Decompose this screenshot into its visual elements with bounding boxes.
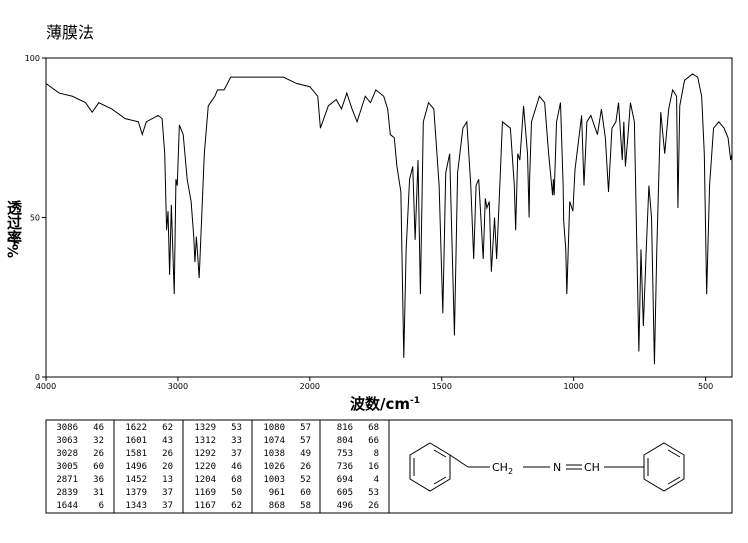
chart-title: 薄膜法 xyxy=(46,23,94,42)
spectrum-line xyxy=(45,73,733,365)
peak-transmittance: 37 xyxy=(162,501,173,511)
peak-wavenumber: 1003 xyxy=(263,475,285,485)
peak-wavenumber: 1329 xyxy=(194,423,216,433)
peak-wavenumber: 1312 xyxy=(194,436,216,446)
x-label-exp: -1 xyxy=(410,396,420,406)
x-label-text: 波数/cm xyxy=(350,395,410,413)
y-label: 透过率 xyxy=(5,200,23,246)
peak-wavenumber: 1601 xyxy=(125,436,147,446)
peak-transmittance: 66 xyxy=(368,436,379,446)
y-tick-label: 50 xyxy=(30,214,40,223)
peak-transmittance: 36 xyxy=(93,475,104,485)
peak-transmittance: 26 xyxy=(368,501,379,511)
peak-wavenumber: 1038 xyxy=(263,449,285,459)
peak-transmittance: 58 xyxy=(300,501,311,511)
peak-transmittance: 16 xyxy=(368,462,379,472)
peak-transmittance: 62 xyxy=(162,423,173,433)
peak-wavenumber: 1644 xyxy=(56,501,78,511)
peak-transmittance: 68 xyxy=(231,475,242,485)
structure xyxy=(409,442,685,492)
peak-transmittance: 60 xyxy=(93,462,104,472)
peak-wavenumber: 804 xyxy=(337,436,353,446)
peak-transmittance: 57 xyxy=(300,436,311,446)
peak-wavenumber: 1622 xyxy=(125,423,147,433)
peak-wavenumber: 736 xyxy=(337,462,353,472)
peak-wavenumber: 2871 xyxy=(56,475,78,485)
peak-wavenumber: 816 xyxy=(337,423,353,433)
peak-wavenumber: 3063 xyxy=(56,436,78,446)
peak-wavenumber: 753 xyxy=(337,449,353,459)
peak-wavenumber: 1452 xyxy=(125,475,147,485)
peak-transmittance: 43 xyxy=(162,436,173,446)
peak-wavenumber: 868 xyxy=(269,501,285,511)
peak-transmittance: 33 xyxy=(231,436,242,446)
peak-wavenumber: 3005 xyxy=(56,462,78,472)
x-tick-label: 1000 xyxy=(564,382,584,391)
x-tick-label: 4000 xyxy=(36,382,56,391)
peak-wavenumber: 1379 xyxy=(125,488,147,498)
peak-transmittance: 62 xyxy=(231,501,242,511)
peak-wavenumber: 1080 xyxy=(263,423,285,433)
peak-wavenumber: 694 xyxy=(337,475,353,485)
y-tick-label: 0 xyxy=(35,373,40,382)
peak-transmittance: 53 xyxy=(231,423,242,433)
peak-wavenumber: 1026 xyxy=(263,462,285,472)
peak-transmittance: 32 xyxy=(93,436,104,446)
peak-wavenumber: 3028 xyxy=(56,449,78,459)
peak-transmittance: 4 xyxy=(374,475,379,485)
peak-wavenumber: 1169 xyxy=(194,488,216,498)
peak-transmittance: 52 xyxy=(300,475,311,485)
peak-transmittance: 37 xyxy=(162,488,173,498)
peak-wavenumber: 496 xyxy=(337,501,353,511)
peak-transmittance: 26 xyxy=(162,449,173,459)
peak-transmittance: 46 xyxy=(231,462,242,472)
y-label-unit: %/ xyxy=(6,238,22,258)
n-label: N xyxy=(553,461,561,474)
peak-transmittance: 60 xyxy=(300,488,311,498)
peak-transmittance: 53 xyxy=(368,488,379,498)
ch-label: CH xyxy=(584,461,600,474)
plot-frame xyxy=(45,57,733,378)
peak-transmittance: 26 xyxy=(300,462,311,472)
ch2-sub: 2 xyxy=(508,467,513,476)
x-label: 波数/cm-1 xyxy=(350,395,420,413)
peak-wavenumber: 1074 xyxy=(263,436,285,446)
x-tick-label: 1500 xyxy=(432,382,452,391)
structure-label: CH2 xyxy=(492,461,513,476)
table-dividers xyxy=(113,420,390,513)
x-tick-label: 500 xyxy=(698,382,713,391)
y-tick-label: 100 xyxy=(25,54,40,63)
ch2: CH xyxy=(492,461,508,474)
x-tick-label: 3000 xyxy=(168,382,188,391)
peak-wavenumber: 1220 xyxy=(194,462,216,472)
peak-wavenumber: 1204 xyxy=(194,475,216,485)
peak-transmittance: 13 xyxy=(162,475,173,485)
peak-wavenumber: 2839 xyxy=(56,488,78,498)
peak-transmittance: 68 xyxy=(368,423,379,433)
peak-wavenumber: 3086 xyxy=(56,423,78,433)
peak-transmittance: 57 xyxy=(300,423,311,433)
peak-transmittance: 50 xyxy=(231,488,242,498)
peak-transmittance: 31 xyxy=(93,488,104,498)
peak-wavenumber: 1292 xyxy=(194,449,216,459)
peak-wavenumber: 1581 xyxy=(125,449,147,459)
peak-transmittance: 49 xyxy=(300,449,311,459)
peak-transmittance: 20 xyxy=(162,462,173,472)
peak-transmittance: 26 xyxy=(93,449,104,459)
peak-wavenumber: 605 xyxy=(337,488,353,498)
peak-wavenumber: 1496 xyxy=(125,462,147,472)
peak-wavenumber: 961 xyxy=(269,488,285,498)
peak-transmittance: 46 xyxy=(93,423,104,433)
peak-transmittance: 37 xyxy=(231,449,242,459)
peak-transmittance: 8 xyxy=(374,449,379,459)
peak-transmittance: 6 xyxy=(99,501,104,511)
peak-wavenumber: 1167 xyxy=(194,501,216,511)
x-tick-label: 2000 xyxy=(300,382,320,391)
peak-wavenumber: 1343 xyxy=(125,501,147,511)
